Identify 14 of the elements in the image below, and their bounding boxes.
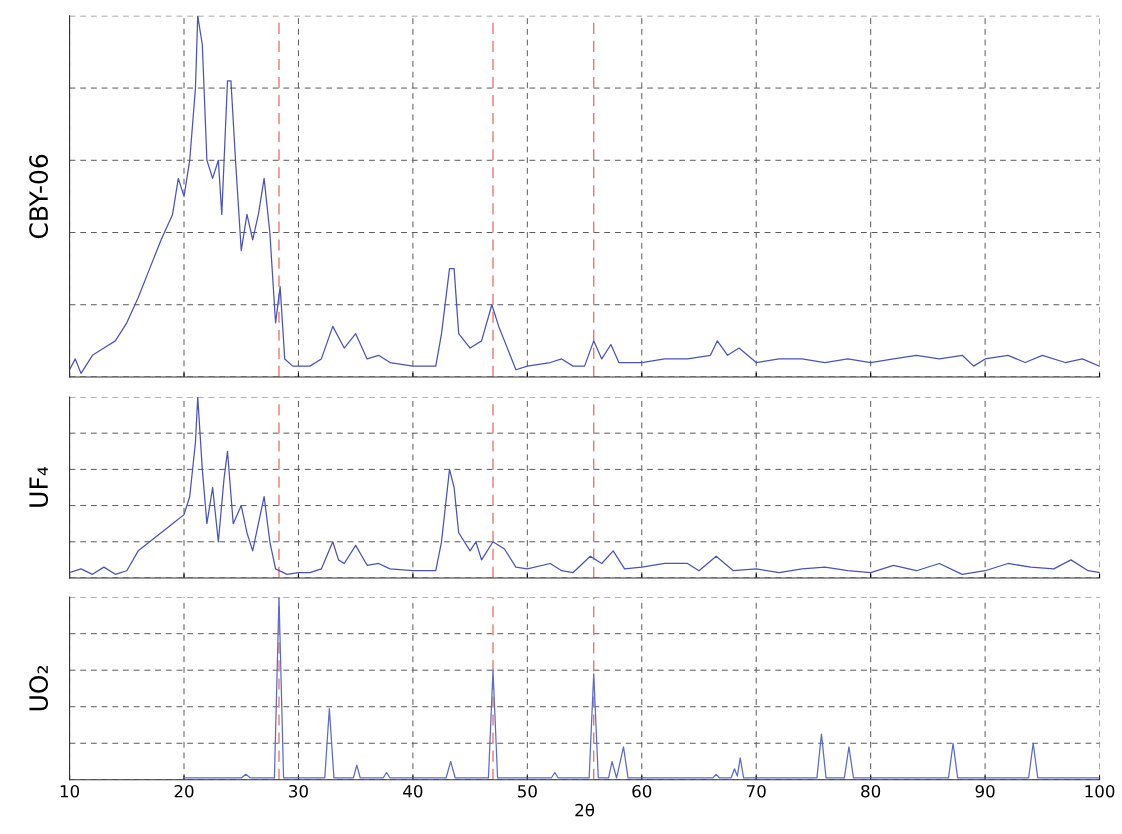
x-tick-label: 90: [975, 784, 995, 798]
x-tick-label: 10: [60, 784, 80, 798]
y-axis-title: UF₄: [29, 466, 49, 507]
x-tick-label: 70: [746, 784, 766, 798]
x-tick-label: 60: [632, 784, 652, 798]
x-tick-label: 30: [289, 784, 308, 798]
x-axis-title: 2θ: [575, 803, 595, 817]
x-tick-label: 50: [518, 784, 537, 798]
x-tick-label: 20: [174, 784, 194, 798]
x-tick-label: 100: [1085, 784, 1115, 798]
x-tick-label: 40: [403, 784, 423, 798]
y-axis-title: CBY-06: [29, 154, 49, 239]
y-axis-title: UO₂: [29, 666, 49, 711]
x-tick-label: 80: [861, 784, 881, 798]
